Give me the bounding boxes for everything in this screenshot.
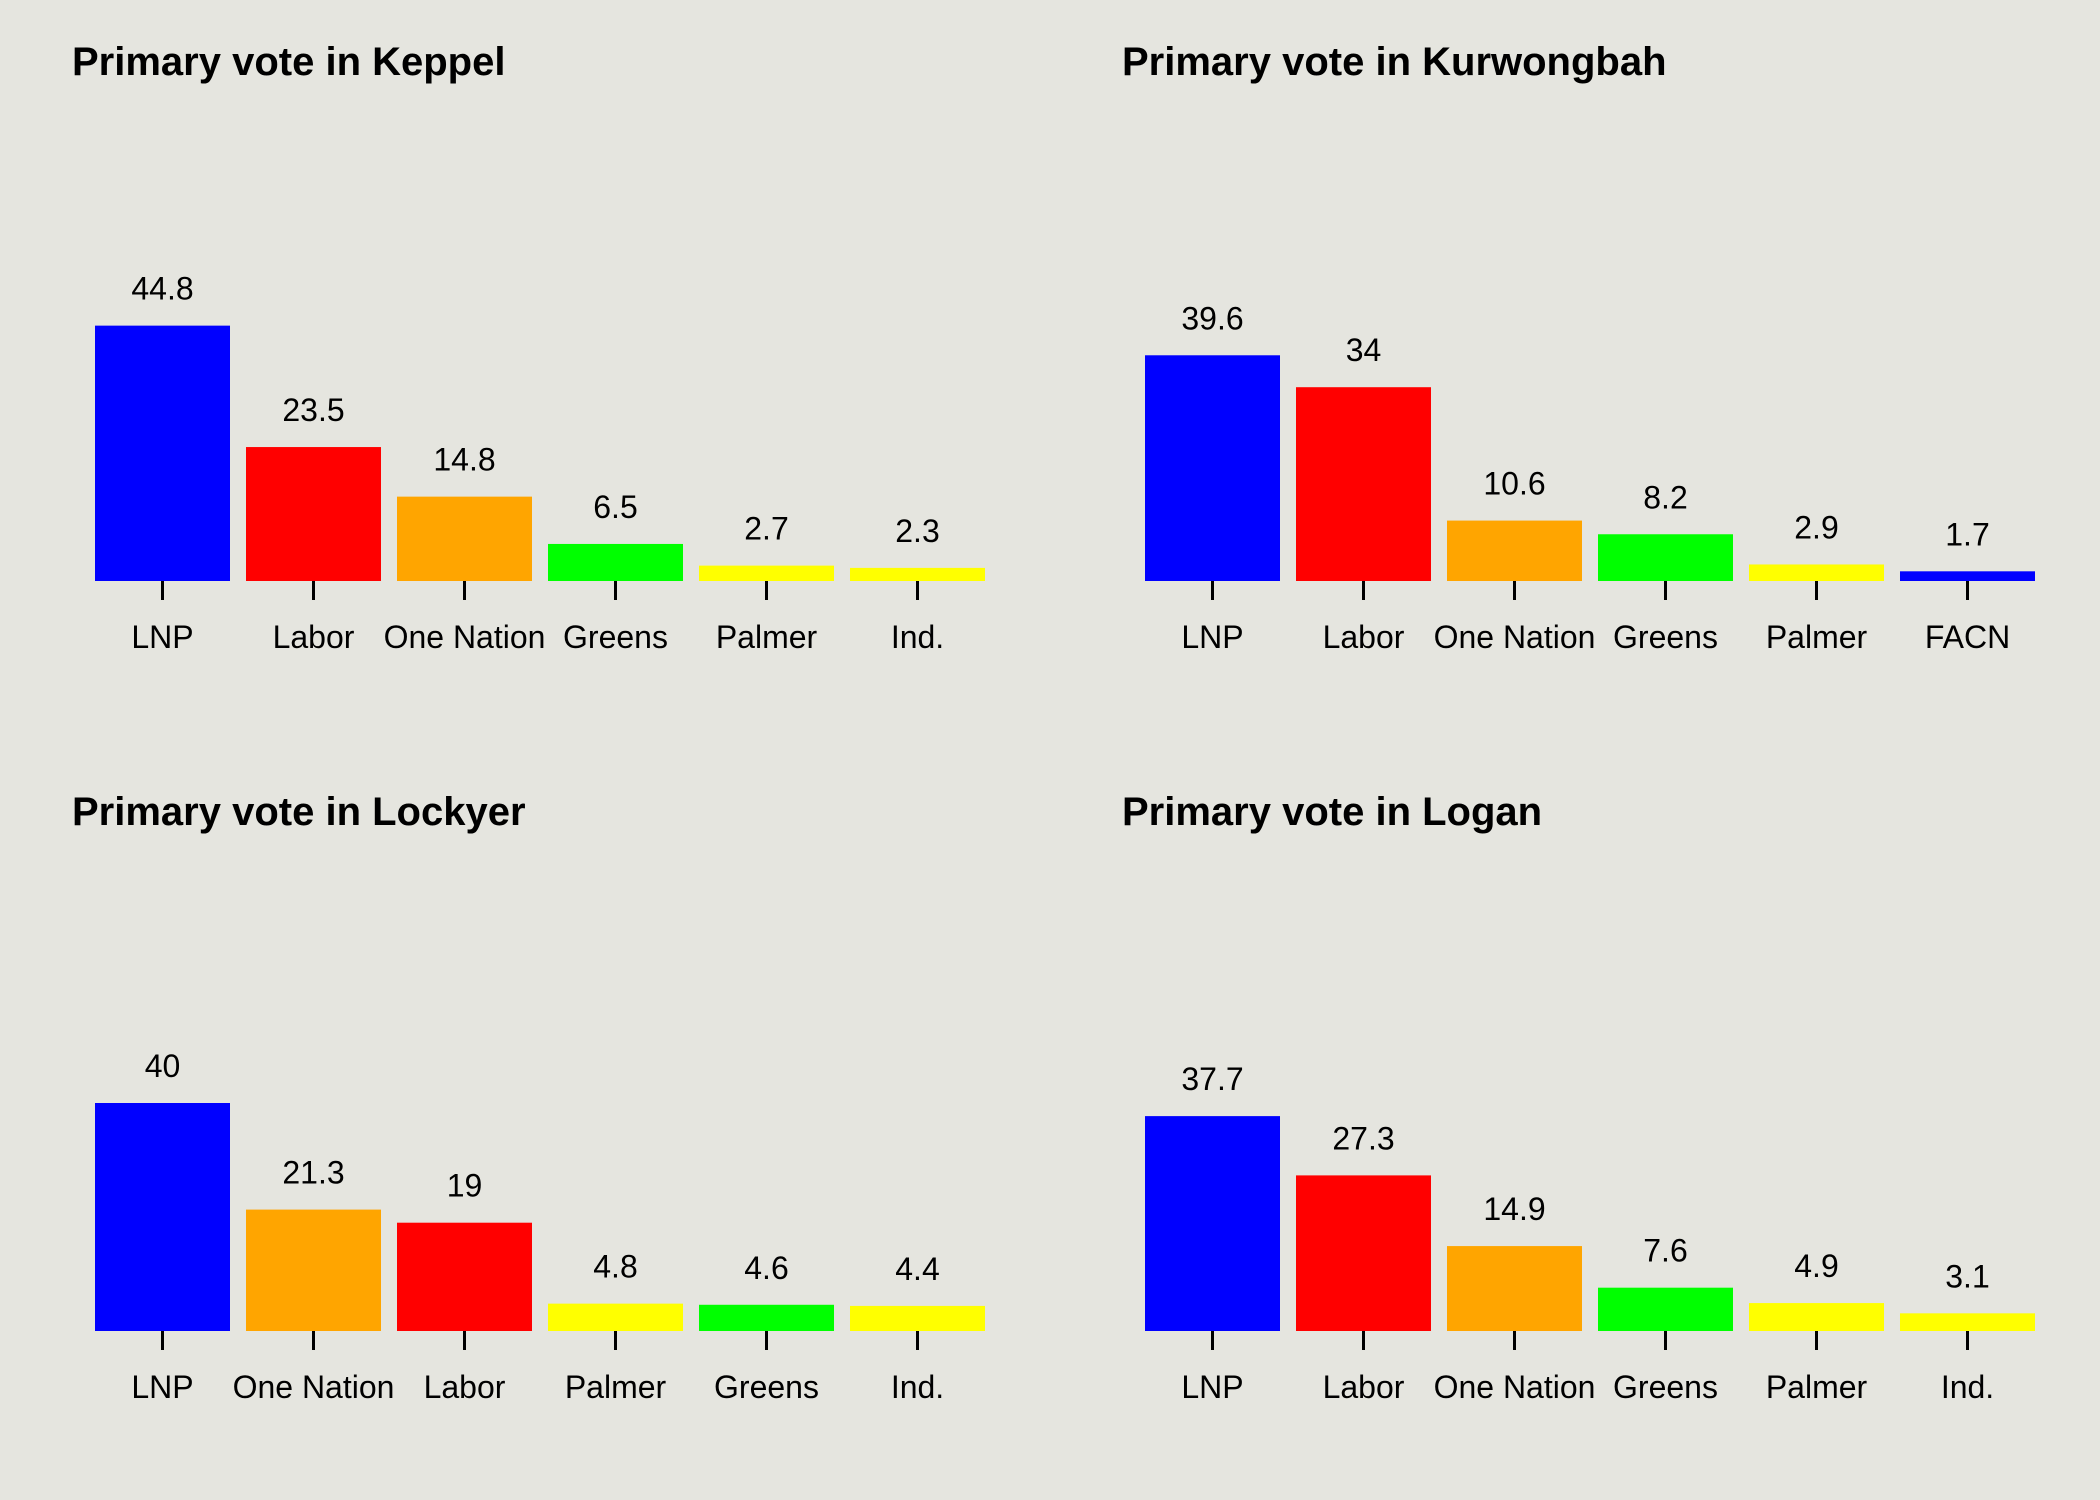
x-tick-label: Labor [424,1369,506,1405]
bar [1296,387,1431,581]
x-tick-label: FACN [1925,619,2010,655]
chart-panel-keppel: Primary vote in Keppel 44.8 LNP 23.5 Labor 1… [0,0,1050,750]
bar [246,447,381,581]
x-tick-label: One Nation [233,1369,395,1405]
x-tick-label: One Nation [384,619,546,655]
x-tick-label: Palmer [565,1369,667,1405]
bar [1145,1116,1280,1331]
x-tick-label: Greens [1613,1369,1718,1405]
bar [1447,520,1582,581]
bar [850,1305,985,1331]
chart-title: Primary vote in Lockyer [72,790,526,834]
x-tick-label: LNP [131,1369,193,1405]
x-tick-label: Palmer [1766,1369,1868,1405]
x-tick-label: LNP [1181,619,1243,655]
bar [1447,1246,1582,1331]
bar-chart-kurwongbah: 39.6 LNP 34 Labor 10.6 One Nation 8.2 Greens 2.9… [1145,300,2035,655]
x-tick-label: Ind. [891,1369,944,1405]
bar-chart-lockyer: 40 LNP 21.3 One Nation 19 Labor 4.8 Palmer 4.6 Gr… [95,1048,985,1405]
bar-value-label: 4.8 [593,1249,637,1285]
x-tick-label: LNP [1181,1369,1243,1405]
bar-value-label: 4.4 [895,1251,939,1287]
bar-value-label: 27.3 [1332,1120,1394,1156]
x-tick-label: Labor [273,619,355,655]
bar [1749,564,1884,581]
x-tick-label: Greens [714,1369,819,1405]
x-tick-label: One Nation [1434,619,1596,655]
chart-title: Primary vote in Keppel [72,40,506,84]
bar-value-label: 14.8 [433,442,495,478]
bar-value-label: 40 [145,1048,181,1084]
bar [850,567,985,581]
bar [548,543,683,581]
bar-value-label: 39.6 [1181,300,1243,336]
x-tick-label: Labor [1323,1369,1405,1405]
bar-value-label: 21.3 [282,1155,344,1191]
bar [1145,355,1280,581]
bar [1598,534,1733,581]
bar-value-label: 4.9 [1794,1248,1838,1284]
bar [246,1209,381,1331]
x-tick-label: Greens [1613,619,1718,655]
bar [397,1222,532,1331]
chart-title: Primary vote in Kurwongbah [1122,40,1667,84]
bar-value-label: 10.6 [1483,466,1545,502]
chart-panel-kurwongbah: Primary vote in Kurwongbah 39.6 LNP 34 Labo… [1050,0,2100,750]
bar [699,565,834,581]
bar [699,1304,834,1331]
bar-value-label: 1.7 [1945,516,1989,552]
chart-panel-lockyer: Primary vote in Lockyer 40 LNP 21.3 One Nat… [0,750,1050,1500]
bar [1598,1287,1733,1331]
bar [1749,1303,1884,1331]
bar-value-label: 3.1 [1945,1258,1989,1294]
bar-value-label: 19 [447,1168,483,1204]
bar-value-label: 34 [1346,332,1382,368]
bar-value-label: 2.3 [895,513,939,549]
bar-chart-logan: 37.7 LNP 27.3 Labor 14.9 One Nation 7.6 Greens 4… [1145,1061,2035,1405]
bar [95,1103,230,1331]
x-tick-label: One Nation [1434,1369,1596,1405]
bar-value-label: 37.7 [1181,1061,1243,1097]
chart-title: Primary vote in Logan [1122,790,1543,834]
x-tick-label: Palmer [716,619,818,655]
bar-value-label: 6.5 [593,489,637,525]
bar-value-label: 2.9 [1794,509,1838,545]
chart-panel-logan: Primary vote in Logan 37.7 LNP 27.3 Labor 14… [1050,750,2100,1500]
x-tick-label: Ind. [1941,1369,1994,1405]
bar [95,325,230,581]
bar-chart-keppel: 44.8 LNP 23.5 Labor 14.8 One Nation 6.5 Greens 2… [95,271,985,655]
bar-value-label: 14.9 [1483,1191,1545,1227]
x-tick-label: LNP [131,619,193,655]
x-tick-label: Palmer [1766,619,1868,655]
bar [1296,1175,1431,1331]
bar [1900,1313,2035,1331]
x-tick-label: Ind. [891,619,944,655]
x-tick-label: Greens [563,619,668,655]
x-tick-label: Labor [1323,619,1405,655]
bar-value-label: 44.8 [131,271,193,307]
bar [1900,571,2035,581]
bar [548,1303,683,1331]
bar-value-label: 23.5 [282,392,344,428]
bar-value-label: 8.2 [1643,479,1687,515]
bar-value-label: 4.6 [744,1250,788,1286]
bar [397,496,532,581]
bar-value-label: 7.6 [1643,1233,1687,1269]
bar-value-label: 2.7 [744,511,788,547]
